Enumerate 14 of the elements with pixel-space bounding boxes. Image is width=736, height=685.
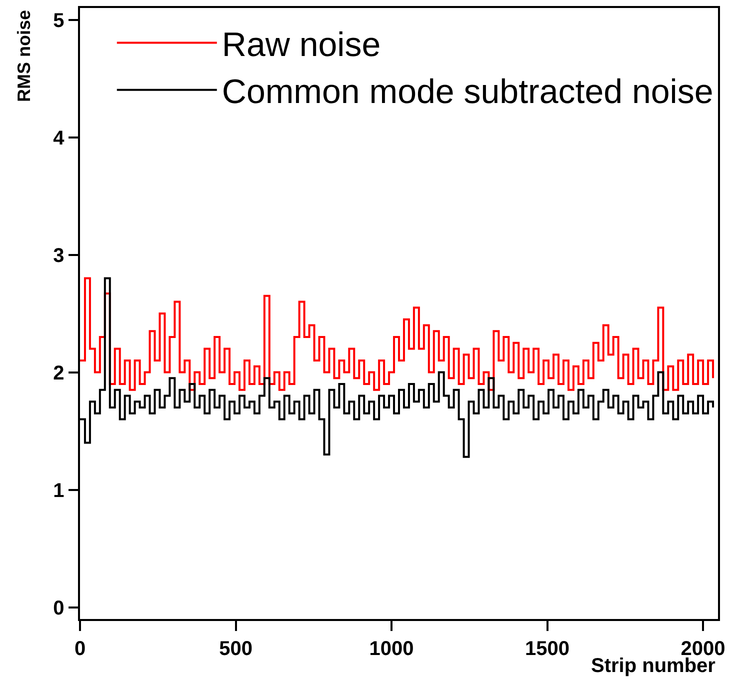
y-tick-label: 1 bbox=[53, 480, 64, 502]
legend-label: Raw noise bbox=[222, 26, 381, 64]
y-tick-label: 3 bbox=[53, 244, 64, 267]
y-axis-title: RMS noise bbox=[14, 10, 34, 102]
y-tick-label: 0 bbox=[53, 597, 64, 620]
x-tick-label: 1000 bbox=[369, 638, 414, 660]
y-tick-label: 4 bbox=[53, 127, 66, 150]
x-tick-label: 500 bbox=[219, 638, 252, 660]
x-tick-label: 1500 bbox=[525, 638, 570, 660]
x-tick-label: 0 bbox=[74, 638, 86, 660]
y-tick-label: 5 bbox=[53, 10, 64, 32]
legend-label: Common mode subtracted noise bbox=[222, 73, 714, 112]
y-tick-label: 2 bbox=[53, 362, 64, 384]
x-axis-title: Strip number bbox=[591, 655, 716, 677]
